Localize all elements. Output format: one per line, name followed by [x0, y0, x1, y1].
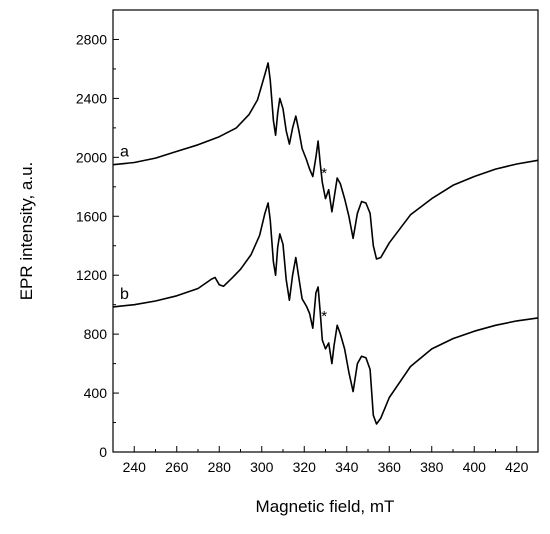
series-label-b: b	[120, 286, 129, 303]
series-line-a	[112, 62, 539, 260]
y-tick-label: 1200	[76, 267, 107, 283]
x-tick-label: 360	[378, 459, 402, 475]
y-tick-label: 2400	[76, 90, 107, 106]
y-tick-label: 2000	[76, 149, 107, 165]
series-label-a: a	[120, 144, 129, 161]
asterisk-marker: *	[321, 308, 327, 325]
y-tick-label: 400	[84, 385, 108, 401]
series-layer: ab	[112, 62, 539, 425]
x-tick-label: 300	[250, 459, 274, 475]
x-tick-label: 280	[208, 459, 232, 475]
y-tick-label: 800	[84, 326, 108, 342]
y-tick-label: 0	[99, 444, 107, 460]
x-tick-label: 340	[335, 459, 359, 475]
series-line-b	[112, 202, 539, 425]
x-tick-label: 420	[505, 459, 529, 475]
y-axis-title: EPR intensity, a.u.	[17, 162, 36, 301]
x-tick-label: 240	[123, 459, 147, 475]
x-tick-label: 260	[165, 459, 189, 475]
x-tick-label: 400	[463, 459, 487, 475]
y-tick-label: 2800	[76, 31, 107, 47]
x-axis-title: Magnetic field, mT	[256, 497, 395, 516]
x-axis-ticks: 240 260 280 300 320 340 360 380 400 420	[123, 446, 529, 475]
plot-frame	[112, 9, 539, 453]
asterisk-marker: *	[321, 165, 327, 182]
annotation-layer: **	[321, 165, 327, 325]
x-tick-label: 380	[420, 459, 444, 475]
x-tick-label: 320	[293, 459, 317, 475]
y-tick-label: 1600	[76, 208, 107, 224]
y-axis-ticks: 0 400 800 1200 1600 2000 2400 2800	[76, 31, 119, 460]
